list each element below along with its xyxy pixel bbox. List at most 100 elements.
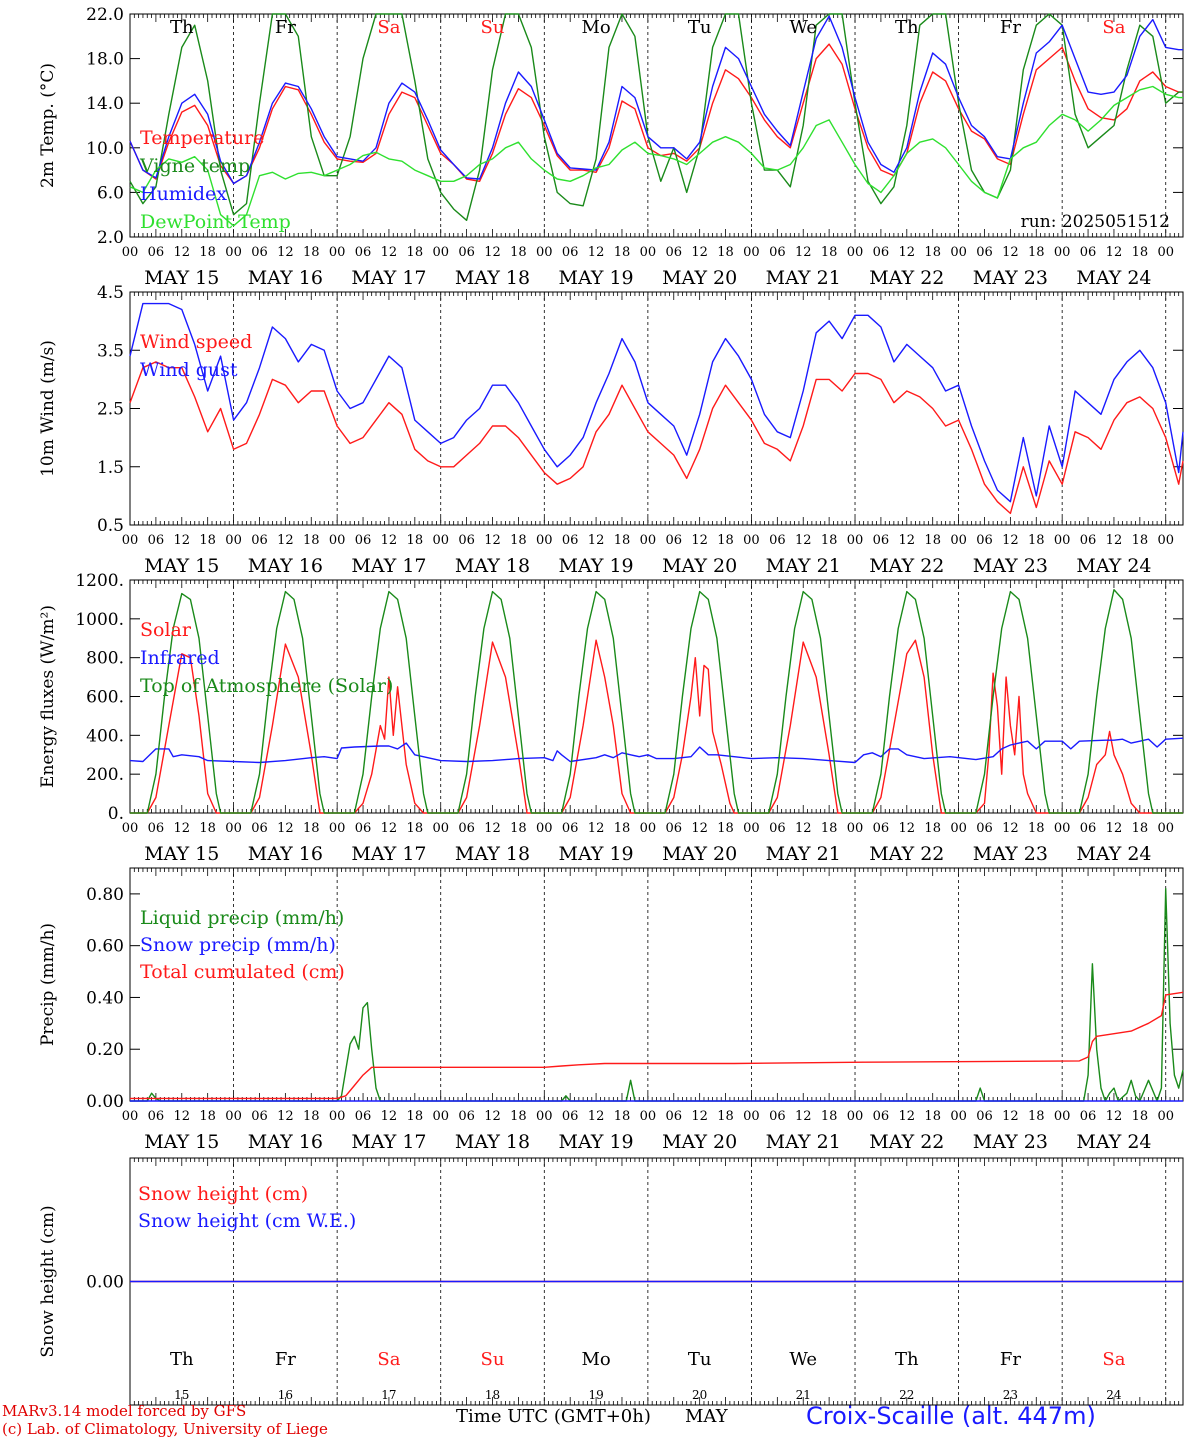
date-label: MAY 24 bbox=[1076, 267, 1151, 289]
x-tick-label: 18 bbox=[510, 821, 527, 836]
x-tick-label: 00 bbox=[1157, 533, 1174, 548]
x-tick-label: 00 bbox=[1054, 1109, 1071, 1124]
x-tick-label: 12 bbox=[795, 245, 812, 260]
x-tick-label: 12 bbox=[899, 821, 916, 836]
weekday-label-bottom: Mo bbox=[581, 1349, 610, 1370]
weekday-label-bottom: Fr bbox=[1000, 1349, 1021, 1370]
y-tick-label: 0. bbox=[108, 804, 124, 824]
y-axis-label: Precip (mm/h) bbox=[38, 923, 58, 1046]
x-tick-label: 12 bbox=[174, 1109, 191, 1124]
x-tick-label: 12 bbox=[381, 1109, 398, 1124]
x-tick-label: 06 bbox=[769, 245, 786, 260]
y-tick-label: 22.0 bbox=[86, 5, 124, 25]
weekday-label-top: Mo bbox=[581, 17, 610, 38]
x-tick-label: 00 bbox=[225, 245, 242, 260]
weekday-label-bottom: Su bbox=[481, 1349, 505, 1370]
x-tick-label: 00 bbox=[432, 245, 449, 260]
x-tick-label: 00 bbox=[1054, 821, 1071, 836]
legend-entry: Infrared bbox=[140, 647, 220, 669]
x-tick-label: 12 bbox=[1002, 821, 1019, 836]
x-tick-label: 12 bbox=[277, 1109, 294, 1124]
x-tick-label: 18 bbox=[199, 1109, 216, 1124]
y-axis-label: 10m Wind (m/s) bbox=[38, 340, 58, 477]
x-tick-label: 18 bbox=[407, 245, 424, 260]
x-tick-label: 06 bbox=[251, 533, 268, 548]
x-tick-label: 18 bbox=[1132, 1109, 1149, 1124]
legend-entry: Humidex bbox=[140, 183, 227, 205]
station-title: Croix-Scaille (alt. 447m) bbox=[806, 1402, 1096, 1430]
x-tick-label: 12 bbox=[174, 245, 191, 260]
x-tick-label: 12 bbox=[1106, 821, 1123, 836]
weekday-label-top: Sa bbox=[1102, 17, 1125, 38]
date-label: MAY 15 bbox=[144, 843, 219, 865]
x-tick-label: 00 bbox=[640, 1109, 657, 1124]
date-label: MAY 15 bbox=[144, 555, 219, 577]
x-tick-label: 00 bbox=[743, 245, 760, 260]
series-line bbox=[129, 302, 1184, 503]
date-label: MAY 24 bbox=[1076, 555, 1151, 577]
date-label: MAY 22 bbox=[869, 1131, 944, 1153]
x-tick-label: 18 bbox=[303, 821, 320, 836]
x-tick-label: 12 bbox=[484, 533, 501, 548]
x-tick-label: 06 bbox=[355, 821, 372, 836]
x-tick-label: 00 bbox=[536, 821, 553, 836]
x-tick-label: 06 bbox=[458, 245, 475, 260]
y-tick-label: 0.5 bbox=[97, 516, 124, 536]
y-axis-label: Snow height (cm) bbox=[38, 1205, 58, 1357]
date-label: MAY 22 bbox=[869, 843, 944, 865]
weekday-label-top: Th bbox=[895, 17, 919, 38]
x-tick-label: 12 bbox=[588, 245, 605, 260]
x-tick-label: 00 bbox=[847, 1109, 864, 1124]
x-tick-label: 18 bbox=[199, 533, 216, 548]
y-axis-label: 2m Temp. (°C) bbox=[38, 63, 58, 188]
x-tick-label: 06 bbox=[355, 533, 372, 548]
x-tick-label: 18 bbox=[717, 1109, 734, 1124]
day-number-label: 18 bbox=[485, 1388, 500, 1402]
x-tick-label: 00 bbox=[1157, 821, 1174, 836]
date-label: MAY 18 bbox=[455, 1131, 530, 1153]
y-axis-label: Energy fluxes (W/m²) bbox=[38, 605, 58, 788]
legend-entry: Snow height (cm W.E.) bbox=[138, 1210, 356, 1232]
legend-entry: Total cumulated (cm) bbox=[140, 961, 345, 983]
x-tick-label: 18 bbox=[821, 1109, 838, 1124]
y-tick-label: 2.0 bbox=[97, 228, 124, 248]
x-tick-label: 12 bbox=[588, 821, 605, 836]
x-tick-label: 18 bbox=[821, 533, 838, 548]
x-tick-label: 06 bbox=[458, 821, 475, 836]
x-tick-label: 18 bbox=[407, 821, 424, 836]
x-tick-label: 06 bbox=[355, 1109, 372, 1124]
day-number-label: 17 bbox=[381, 1388, 396, 1402]
x-tick-label: 06 bbox=[251, 245, 268, 260]
y-tick-label: 0.00 bbox=[86, 1092, 124, 1112]
y-tick-label: 10.0 bbox=[86, 139, 124, 159]
date-label: MAY 15 bbox=[144, 267, 219, 289]
x-tick-label: 12 bbox=[1002, 1109, 1019, 1124]
day-number-label: 20 bbox=[692, 1388, 707, 1402]
y-tick-label: 0.60 bbox=[86, 937, 124, 957]
day-number-label: 21 bbox=[796, 1388, 811, 1402]
lab-credit: (c) Lab. of Climatology, University of L… bbox=[2, 1420, 328, 1438]
x-tick-label: 12 bbox=[795, 1109, 812, 1124]
y-tick-label: 1.5 bbox=[97, 458, 124, 478]
x-tick-label: 06 bbox=[873, 821, 890, 836]
x-tick-label: 00 bbox=[432, 1109, 449, 1124]
x-tick-label: 12 bbox=[795, 821, 812, 836]
x-tick-label: 18 bbox=[303, 245, 320, 260]
x-tick-label: 12 bbox=[381, 821, 398, 836]
date-label: MAY 24 bbox=[1076, 843, 1151, 865]
x-tick-label: 06 bbox=[148, 245, 165, 260]
x-axis-month: MAY bbox=[685, 1406, 728, 1427]
x-tick-label: 00 bbox=[536, 533, 553, 548]
series-line bbox=[129, 13, 1183, 222]
x-tick-label: 18 bbox=[199, 245, 216, 260]
x-tick-label: 00 bbox=[1054, 245, 1071, 260]
x-tick-label: 18 bbox=[510, 245, 527, 260]
x-tick-label: 00 bbox=[950, 533, 967, 548]
x-tick-label: 00 bbox=[950, 821, 967, 836]
y-tick-label: 1200. bbox=[75, 571, 124, 591]
series-line bbox=[129, 15, 1183, 185]
legend-entry: Wind gust bbox=[140, 359, 238, 381]
x-tick-label: 06 bbox=[769, 533, 786, 548]
chart-panel-3: 1200. 1000. 800. 600. 400. 200. 0. Energy fluxe… bbox=[38, 571, 1184, 865]
